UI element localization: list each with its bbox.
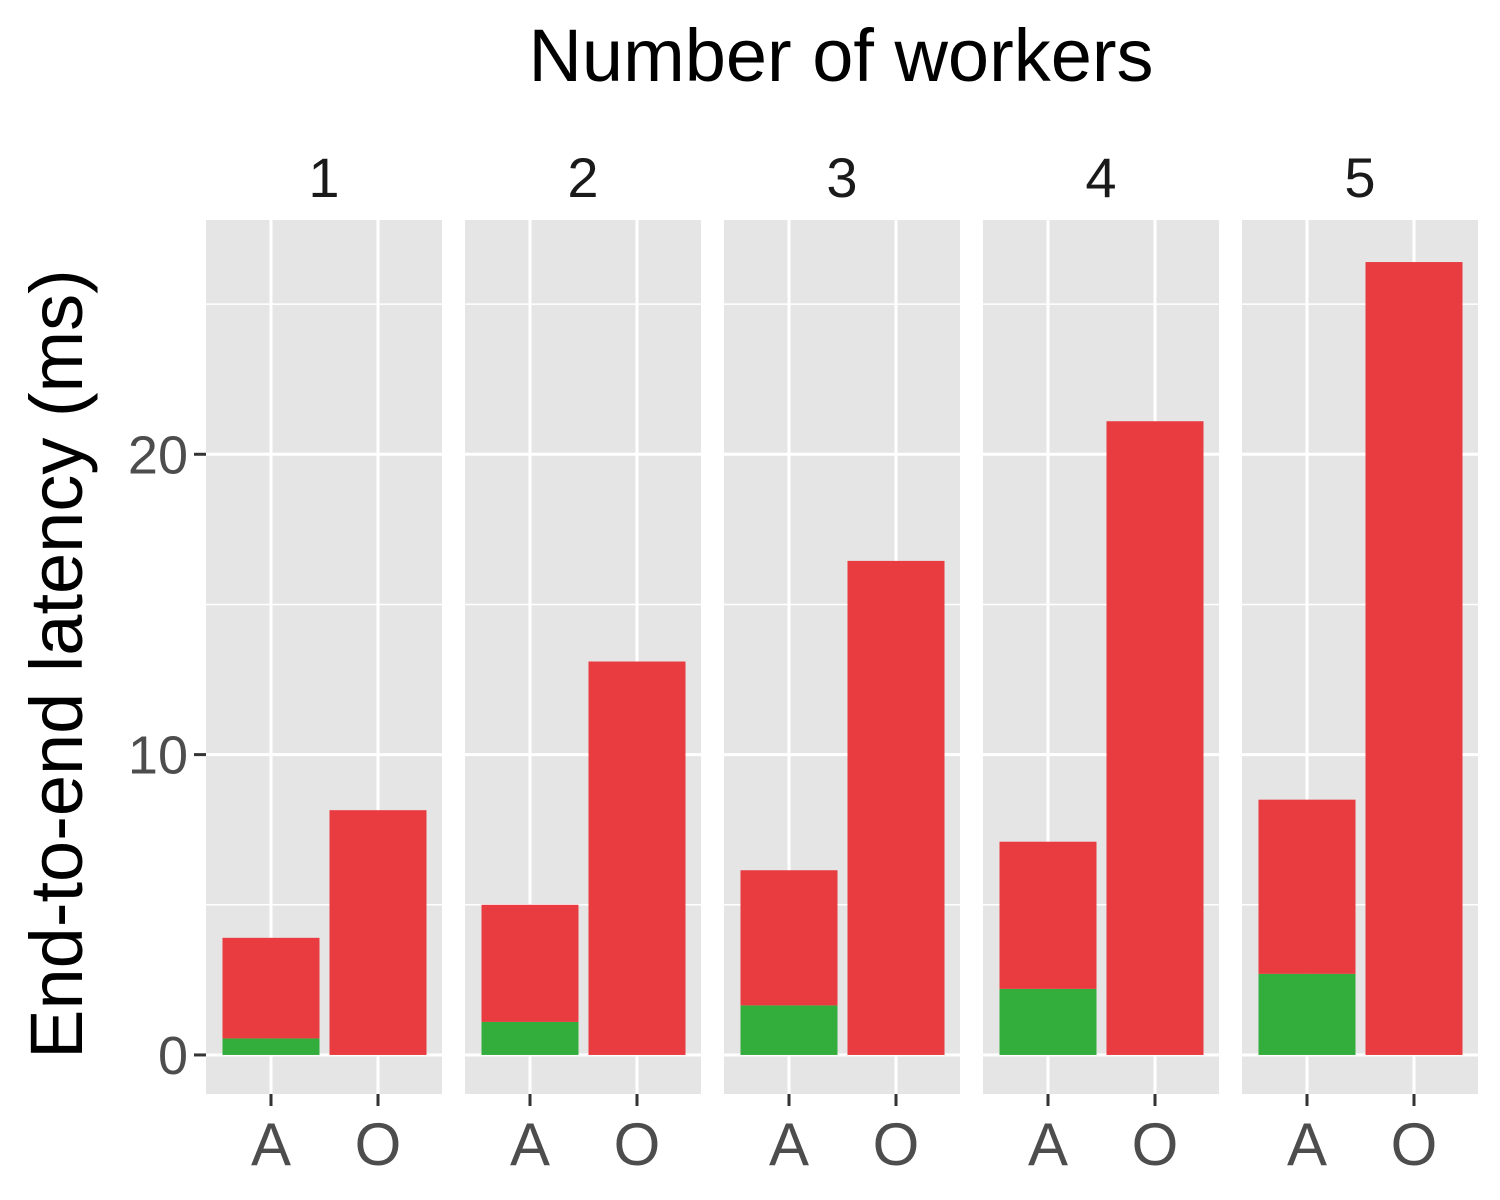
x-tick-label: O — [614, 1111, 661, 1178]
x-tick-label: A — [1028, 1111, 1068, 1178]
x-tick-label: O — [873, 1111, 920, 1178]
bar-top-1-A — [222, 937, 320, 1039]
bar-top-3-O — [847, 560, 945, 1055]
bar-top-1-O — [329, 810, 427, 1055]
bar-top-5-O — [1365, 262, 1463, 1055]
bar-bottom-3-A — [740, 1005, 838, 1055]
bar-bottom-2-A — [481, 1021, 579, 1055]
x-tick-label: O — [1391, 1111, 1438, 1178]
bar-top-2-O — [588, 661, 686, 1055]
x-tick-label: O — [355, 1111, 402, 1178]
facet-label: 5 — [1344, 146, 1375, 209]
bar-bottom-4-A — [999, 988, 1097, 1055]
x-tick-label: A — [251, 1111, 291, 1178]
y-tick-label: 10 — [128, 726, 188, 786]
bar-bottom-5-A — [1258, 973, 1356, 1055]
facet-label: 2 — [567, 146, 598, 209]
bar-top-2-A — [481, 904, 579, 1022]
facet-label: 3 — [826, 146, 857, 209]
bar-top-4-A — [999, 841, 1097, 989]
y-axis-label: End-to-end latency (ms) — [15, 269, 98, 1059]
bar-top-3-A — [740, 870, 838, 1006]
bar-bottom-1-A — [222, 1038, 320, 1055]
x-tick-label: A — [510, 1111, 550, 1178]
facet-label: 4 — [1085, 146, 1116, 209]
facet-label: 1 — [308, 146, 339, 209]
y-tick-label: 20 — [128, 425, 188, 485]
chart-title: Number of workers — [528, 14, 1153, 97]
y-tick-label: 0 — [158, 1026, 188, 1086]
x-tick-label: A — [769, 1111, 809, 1178]
bar-top-5-A — [1258, 799, 1356, 974]
x-tick-label: O — [1132, 1111, 1179, 1178]
x-tick-label: A — [1287, 1111, 1327, 1178]
bar-top-4-O — [1106, 421, 1204, 1055]
